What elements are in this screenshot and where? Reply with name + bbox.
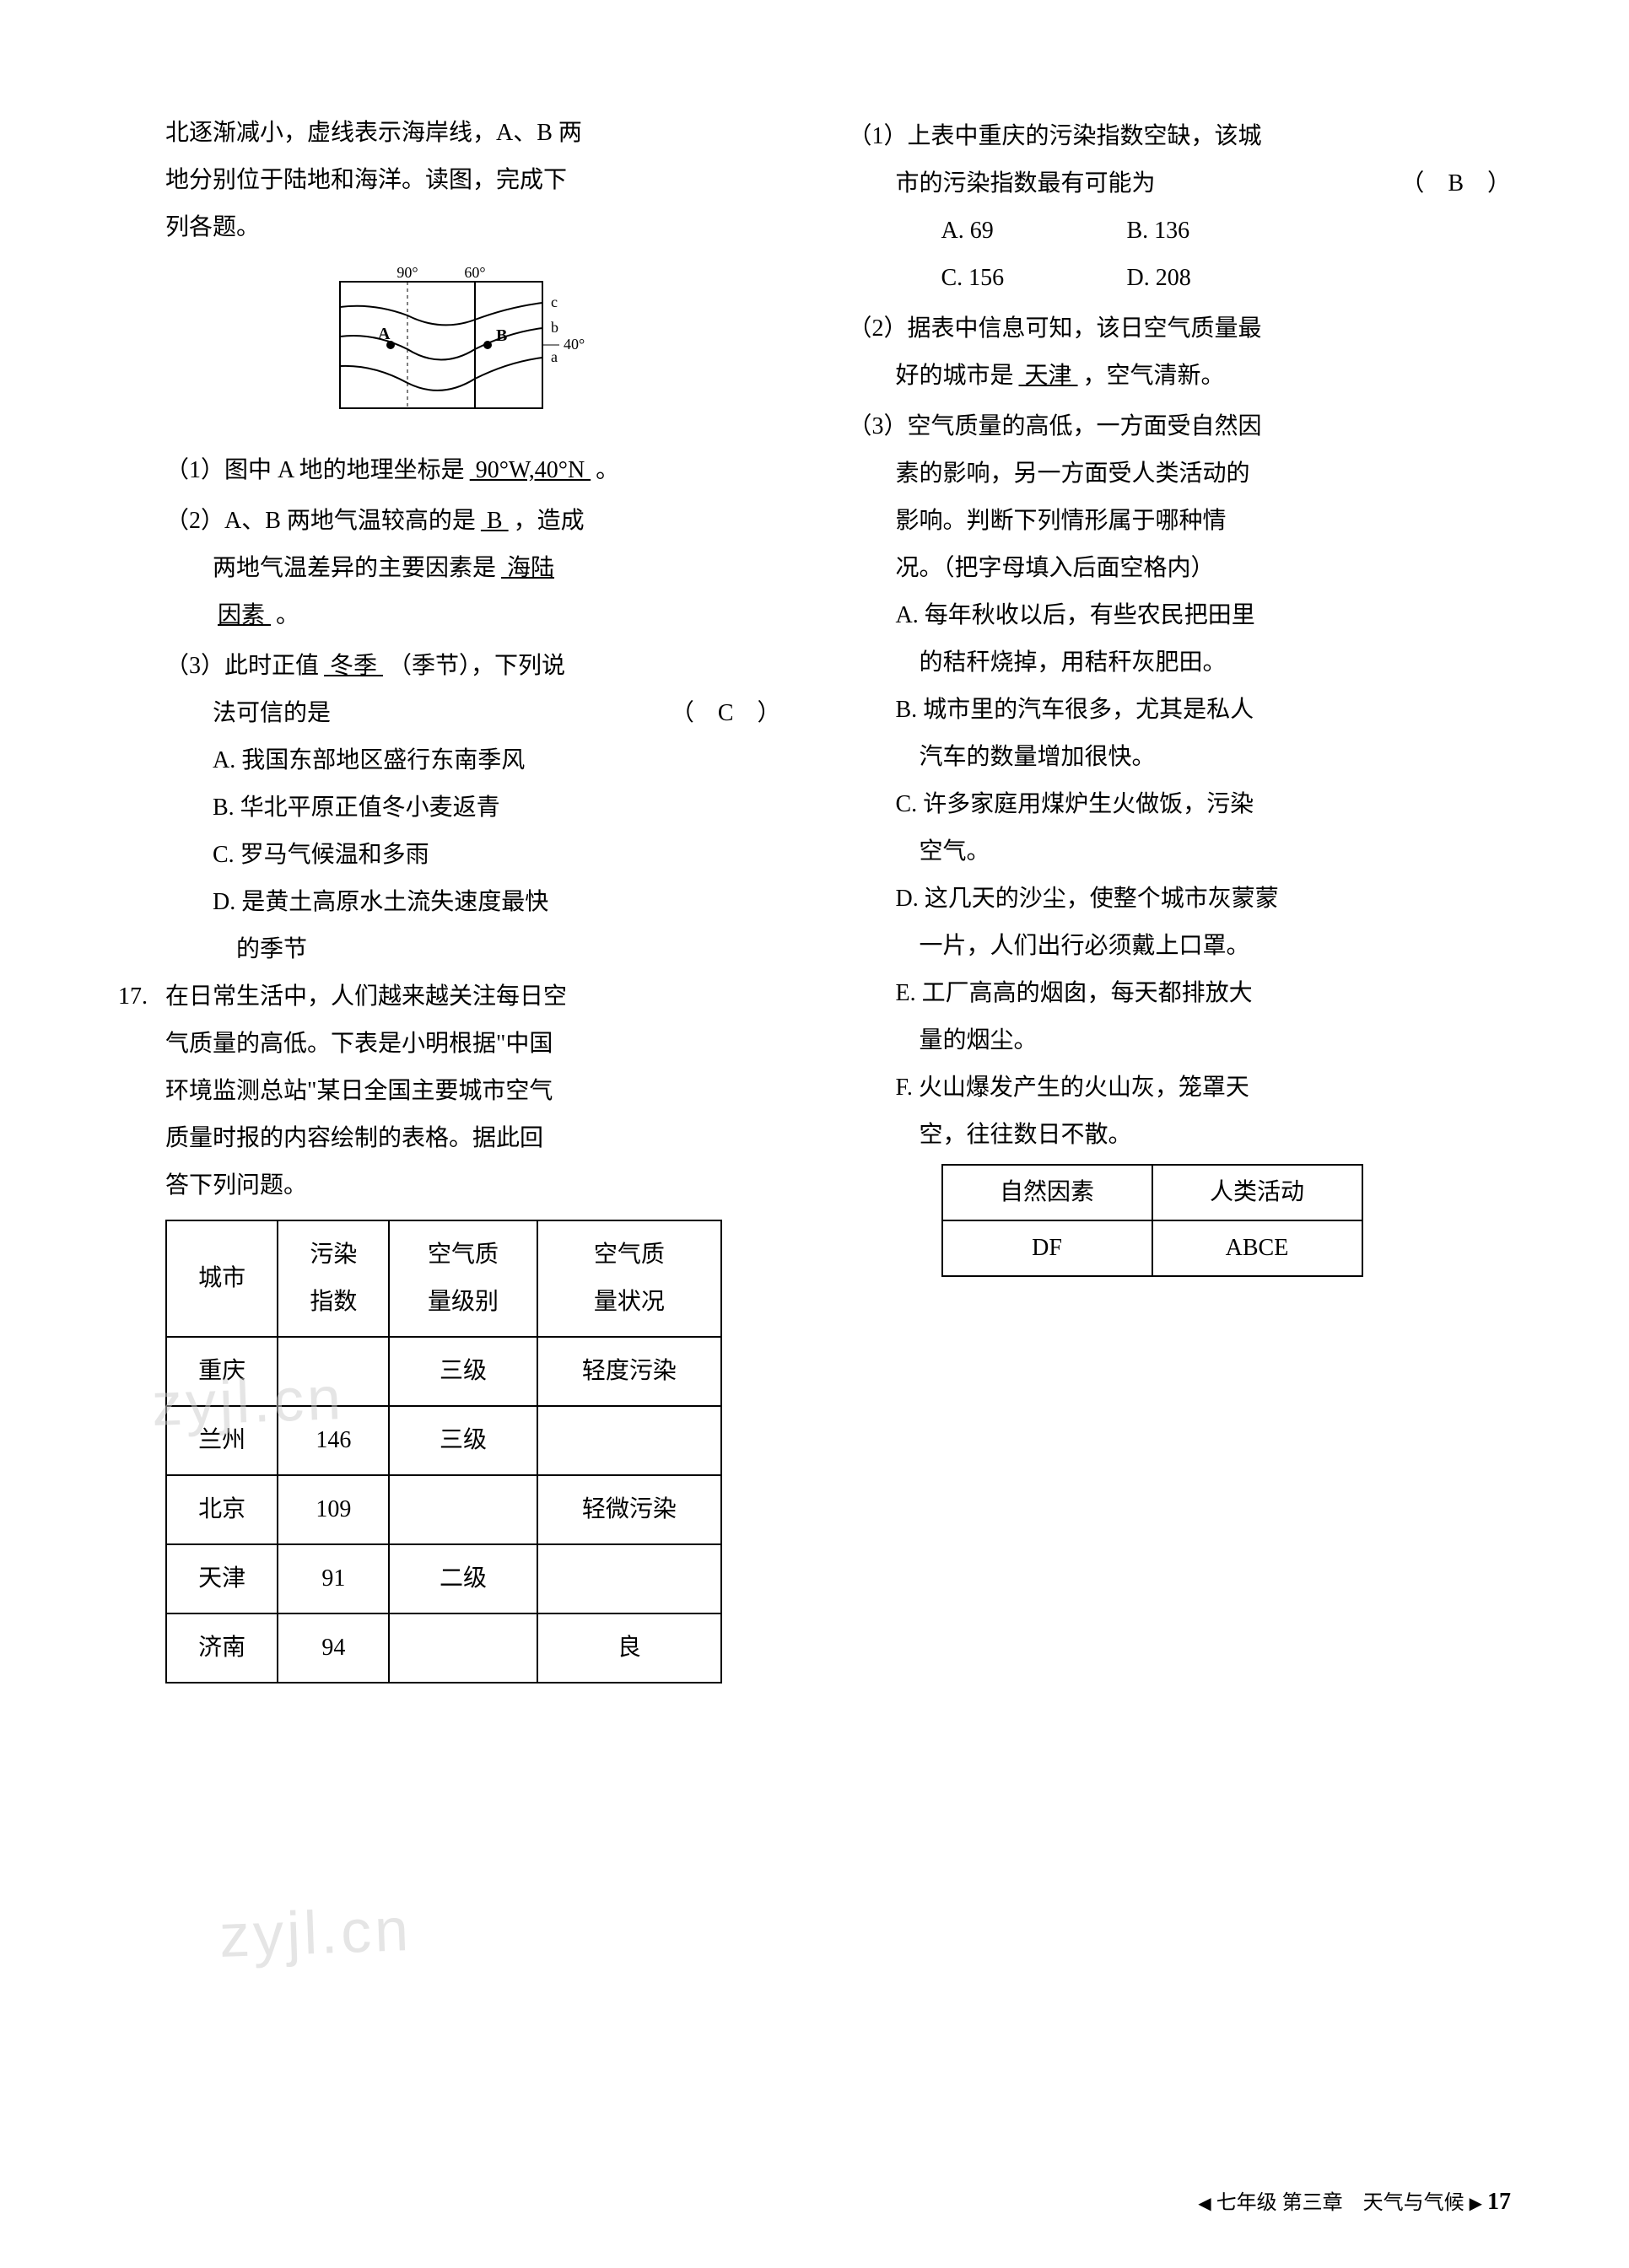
svg-text:40°: 40° bbox=[564, 336, 585, 353]
q17-sub1-optA: A. 69 bbox=[941, 207, 1127, 255]
q16-sub3-optB: B. 华北平原正值冬小麦返青 bbox=[165, 784, 781, 832]
table-row: 济南 94 良 bbox=[166, 1613, 721, 1683]
q17-sub3-optA-l1: A. 每年秋收以后，有些农民把田里 bbox=[849, 592, 1512, 639]
svg-text:a: a bbox=[551, 348, 558, 365]
q16-sub3: （3）此时正值 冬季 （季节），下列说 法可信的是 （ C ） A. 我国东部地… bbox=[118, 643, 781, 973]
q17-sub3-optC-l2: 空气。 bbox=[849, 828, 1512, 875]
q17-sub1-optC: C. 156 bbox=[941, 255, 1127, 302]
q17-sub2: （2）据表中信息可知，该日空气质量最 好的城市是 天津 ，空气清新。 bbox=[849, 305, 1512, 400]
q17-sub3-optB-l2: 汽车的数量增加很快。 bbox=[849, 734, 1512, 781]
q16-sub1: （1）图中 A 地的地理坐标是 90°W,40°N 。 bbox=[118, 447, 781, 494]
q16-sub3-answer: 冬季 bbox=[319, 653, 388, 679]
table-header-index: 污染指数 bbox=[278, 1220, 389, 1337]
q16-sub1-answer: 90°W,40°N bbox=[465, 457, 596, 483]
q17-sub2-answer: 天津 bbox=[1014, 363, 1083, 389]
q16-sub2-answer2: 海陆 bbox=[496, 555, 559, 581]
q17-sub3-optF-l1: F. 火山爆发产生的火山灰，笼罩天 bbox=[849, 1064, 1512, 1112]
q16-sub3-choice-answer: （ C ） bbox=[671, 690, 781, 737]
svg-text:90°: 90° bbox=[396, 265, 418, 281]
q17-sub3-optE-l2: 量的烟尘。 bbox=[849, 1017, 1512, 1064]
table-row: 北京 109 轻微污染 bbox=[166, 1475, 721, 1544]
svg-text:B: B bbox=[496, 326, 507, 345]
q16-sub3-optD-l1: D. 是黄土高原水土流失速度最快 bbox=[165, 879, 781, 926]
svg-text:60°: 60° bbox=[464, 265, 485, 281]
q17-sub1-optD: D. 208 bbox=[1127, 255, 1191, 302]
table-header-city: 城市 bbox=[166, 1220, 278, 1337]
q17-number: 17. bbox=[118, 973, 165, 1021]
triangle-left-icon: ◀ bbox=[1198, 2195, 1211, 2213]
watermark-icon: zyjl.cn bbox=[150, 1338, 347, 1466]
q17-sub3-optC-l1: C. 许多家庭用煤炉生火做饭，污染 bbox=[849, 781, 1512, 828]
answer-table-header-human: 人类活动 bbox=[1152, 1165, 1362, 1220]
footer-grade: 七年级 bbox=[1216, 2192, 1277, 2214]
q17-sub3-optA-l2: 的秸秆烧掉，用秸秆灰肥田。 bbox=[849, 639, 1512, 687]
svg-text:c: c bbox=[551, 294, 558, 310]
q17-sub3-optD-l2: 一片，人们出行必须戴上口罩。 bbox=[849, 923, 1512, 970]
q16-intro: 北逐渐减小，虚线表示海岸线，A、B 两 地分别位于陆地和海洋。读图，完成下 列各… bbox=[118, 110, 781, 251]
q16-intro-l1: 北逐渐减小，虚线表示海岸线，A、B 两 bbox=[165, 110, 781, 157]
answer-table-human-value: ABCE bbox=[1152, 1220, 1362, 1276]
answer-table-natural-value: DF bbox=[942, 1220, 1152, 1276]
footer-page-number: 17 bbox=[1487, 2189, 1511, 2215]
q17-sub3-optE-l1: E. 工厂高高的烟囱，每天都排放大 bbox=[849, 970, 1512, 1017]
q16-sub2-answer1: B bbox=[476, 508, 514, 534]
q17-sub3-optB-l1: B. 城市里的汽车很多，尤其是私人 bbox=[849, 687, 1512, 734]
q17-sub3-optD-l1: D. 这几天的沙尘，使整个城市灰蒙蒙 bbox=[849, 875, 1512, 923]
q17-sub3-optF-l2: 空，往往数日不散。 bbox=[849, 1112, 1512, 1159]
svg-text:A: A bbox=[378, 325, 391, 343]
triangle-right-icon: ▶ bbox=[1470, 2195, 1482, 2213]
q17: 17.在日常生活中，人们越来越关注每日空 气质量的高低。下表是小明根据"中国 环… bbox=[118, 973, 781, 1209]
watermark-icon: zyjl.cn bbox=[218, 1869, 414, 1997]
table-header-level: 空气质量级别 bbox=[389, 1220, 537, 1337]
q17-sub3: （3）空气质量的高低，一方面受自然因 素的影响，另一方面受人类活动的 影响。判断… bbox=[849, 403, 1512, 1277]
isotherm-map-figure: 90° 60° c b 40° a A B bbox=[289, 265, 610, 434]
answer-table-header-natural: 自然因素 bbox=[942, 1165, 1152, 1220]
q17-sub1-answer: （ B ） bbox=[1400, 160, 1511, 207]
q16-intro-l2: 地分别位于陆地和海洋。读图，完成下 bbox=[165, 157, 781, 204]
q16-sub3-optD-l2: 的季节 bbox=[165, 926, 781, 973]
q17-sub1: （1）上表中重庆的污染指数空缺，该城 市的污染指数最有可能为 （ B ） A. … bbox=[849, 113, 1512, 302]
q16-sub2: （2）A、B 两地气温较高的是 B ，造成 两地气温差异的主要因素是 海陆 因素… bbox=[118, 498, 781, 639]
q17-sub3-answer-table: 自然因素 人类活动 DF ABCE bbox=[941, 1164, 1363, 1277]
q16-intro-l3: 列各题。 bbox=[165, 204, 781, 251]
svg-text:b: b bbox=[551, 319, 558, 336]
table-row: 天津 91 二级 bbox=[166, 1544, 721, 1613]
q16-sub3-optC: C. 罗马气候温和多雨 bbox=[165, 832, 781, 879]
q16-sub3-optA: A. 我国东部地区盛行东南季风 bbox=[165, 737, 781, 784]
table-header-status: 空气质量状况 bbox=[537, 1220, 721, 1337]
footer-chapter: 第三章 天气与气候 bbox=[1282, 2192, 1464, 2214]
q17-sub1-optB: B. 136 bbox=[1127, 207, 1190, 255]
page-footer: ◀ 七年级 第三章 天气与气候 ▶ 17 bbox=[1198, 2179, 1511, 2226]
